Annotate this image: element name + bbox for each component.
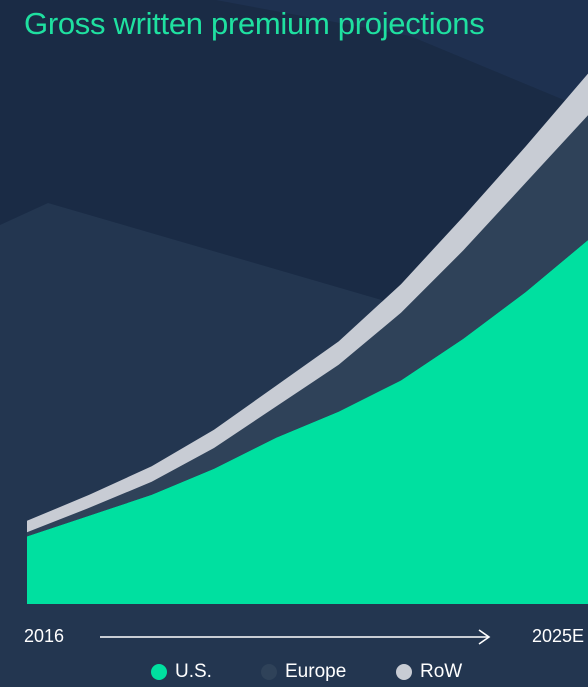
legend-dot-europe — [261, 664, 277, 680]
chart-title: Gross written premium projections — [24, 6, 485, 41]
legend-label-row: RoW — [420, 661, 463, 682]
legend-label-us: U.S. — [175, 661, 212, 682]
x-axis-end-label: 2025E — [531, 626, 584, 646]
area-europe — [27, 115, 588, 537]
legend: U.S. Europe RoW — [0, 661, 588, 687]
background-facet — [0, 0, 588, 110]
legend-dot-us — [151, 664, 167, 680]
area-layers — [27, 73, 588, 604]
x-axis-arrow-head — [478, 629, 491, 645]
area-u-s — [27, 240, 588, 604]
legend-dot-row — [396, 664, 412, 680]
x-axis-start-label: 2016 — [24, 626, 65, 646]
legend-item-row: RoW — [396, 661, 462, 683]
legend-label-europe: Europe — [285, 661, 347, 682]
legend-item-europe: Europe — [261, 661, 346, 683]
legend-item-us: U.S. — [151, 661, 212, 683]
